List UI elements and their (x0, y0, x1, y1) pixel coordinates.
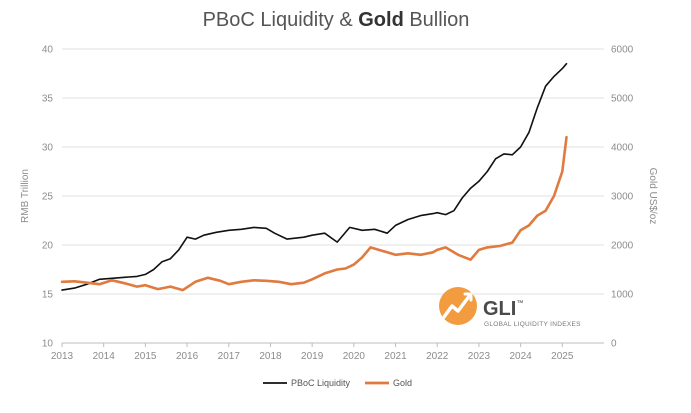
x-tick-label: 2018 (259, 351, 282, 362)
x-tick-label: 2019 (301, 351, 324, 362)
x-tick-label: 2014 (93, 351, 116, 362)
y-left-tick-label: 20 (42, 241, 54, 252)
series-line-gold (60, 135, 568, 292)
x-tick-label: 2022 (426, 351, 449, 362)
y-right-tick-label: 4000 (611, 143, 634, 154)
y-axis-left-title: RMB Trillion (20, 169, 31, 223)
x-tick-label: 2021 (384, 351, 407, 362)
y-left-tick-label: 15 (42, 290, 54, 301)
x-tick-label: 2015 (134, 351, 157, 362)
gli-logo-letters: GLI (483, 298, 516, 320)
gli-logo-subtitle: GLOBAL LIQUIDITY INDEXES (484, 321, 581, 328)
y-left-tick-label: 40 (42, 45, 54, 56)
y-left-tick-label: 10 (42, 339, 54, 350)
series-group (60, 62, 568, 292)
legend-label-gold: Gold (393, 378, 412, 388)
y-left-tick-label: 35 (42, 94, 54, 105)
x-tick-label: 2024 (509, 351, 532, 362)
y-right-tick-label: 0 (611, 339, 617, 350)
x-tick-label: 2023 (468, 351, 491, 362)
y-right-tick-label: 5000 (611, 94, 634, 105)
legend-label-pboc-liquidity: PBoC Liquidity (291, 378, 351, 388)
y-right-tick-label: 2000 (611, 241, 634, 252)
gli-logo-arrow-icon (442, 293, 472, 319)
y-axis-right: 0 1000 2000 3000 4000 5000 6000 (611, 45, 634, 350)
x-tick-label: 2013 (51, 351, 74, 362)
y-axis-left: 10 15 20 25 30 35 40 (42, 45, 54, 350)
y-axis-right-title: Gold US$/oz (647, 168, 658, 225)
gli-logo-trademark: ™ (516, 300, 523, 307)
x-tick-label: 2020 (343, 351, 366, 362)
y-right-tick-label: 1000 (611, 290, 634, 301)
chart-title-part-1: PBoC Liquidity & (203, 9, 359, 31)
y-left-tick-label: 30 (42, 143, 54, 154)
y-right-tick-label: 3000 (611, 192, 634, 203)
series-line-pboc-liquidity (61, 62, 568, 291)
x-axis: 2013 2014 2015 2016 2017 2018 2019 2020 2021 2022… (51, 342, 604, 362)
gli-logo-arrowhead-icon (463, 292, 473, 302)
chart-title: PBoC Liquidity & Gold Bullion (203, 9, 470, 31)
chart-title-part-2-gold: Gold (358, 9, 404, 31)
gli-logo-text: GLI™ (483, 298, 523, 320)
x-tick-label: 2016 (176, 351, 199, 362)
x-tick-label: 2017 (218, 351, 241, 362)
legend: PBoC Liquidity Gold (263, 378, 412, 388)
grid-lines (62, 48, 604, 344)
y-right-tick-label: 6000 (611, 45, 634, 56)
y-left-tick-label: 25 (42, 192, 54, 203)
chart-title-part-3: Bullion (404, 9, 470, 31)
gli-logo: GLI™ GLOBAL LIQUIDITY INDEXES (439, 287, 581, 328)
x-tick-label: 2025 (551, 351, 574, 362)
